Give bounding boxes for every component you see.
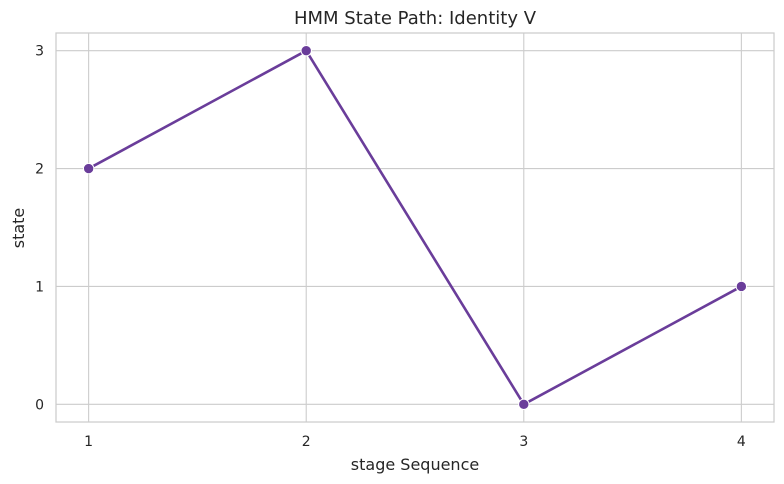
x-tick-label: 4 [737, 434, 746, 450]
y-tick-label: 2 [35, 162, 44, 178]
plot-area-frame [55, 32, 775, 423]
tick-labels: 1 2 3 4 0 1 2 3 [35, 44, 746, 450]
chart-title: HMM State Path: Identity V [294, 8, 537, 29]
y-tick-label: 3 [35, 44, 44, 60]
grid-lines [56, 33, 774, 422]
y-tick-label: 1 [35, 279, 44, 295]
data-point [735, 280, 748, 293]
data-point [518, 398, 530, 411]
data-point [300, 44, 312, 57]
x-axis-label: stage Sequence [351, 455, 479, 474]
series-layer [82, 44, 748, 411]
data-point [82, 162, 95, 175]
y-tick-label: 0 [35, 397, 44, 413]
y-axis-label: state [9, 208, 28, 249]
x-tick-label: 3 [519, 434, 528, 450]
x-tick-label: 2 [302, 434, 311, 450]
x-tick-label: 1 [84, 434, 93, 450]
series-line [88, 49, 742, 406]
